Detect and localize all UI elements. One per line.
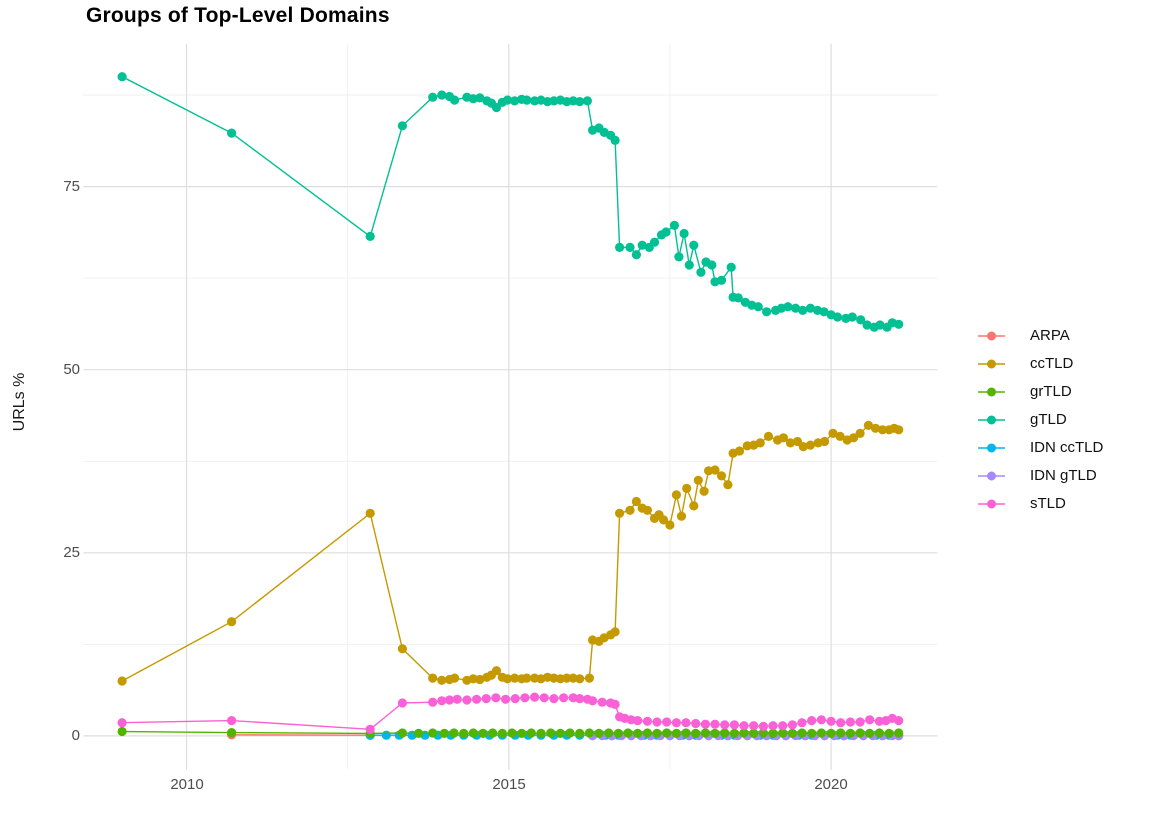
cctld-marker-icon (978, 357, 1005, 369)
y-tick-label-75: 75 (63, 178, 80, 195)
legend-label: IDN gTLD (1030, 466, 1097, 484)
grtld-marker-icon (978, 385, 1005, 397)
legend-item-stld: sTLD (978, 489, 1103, 517)
legend-label: grTLD (1030, 382, 1072, 400)
arpa-marker-icon (978, 329, 1005, 341)
idn-cctld-marker-icon (978, 441, 1005, 453)
x-tick-label-2020: 2020 (814, 776, 848, 793)
stld-marker-icon (978, 497, 1005, 509)
y-axis-label: URLs % (11, 372, 28, 432)
legend-item-arpa: ARPA (978, 321, 1103, 349)
legend-label: ARPA (1030, 326, 1070, 344)
legend-item-idn-gtld: IDN gTLD (978, 461, 1103, 489)
legend-item-cctld: ccTLD (978, 349, 1103, 377)
legend: ARPA ccTLD grTLD gTLD IDN ccTLD IDN gTLD… (978, 321, 1103, 517)
idn-gtld-marker-icon (978, 469, 1005, 481)
legend-label: IDN ccTLD (1030, 438, 1104, 456)
gtld-marker-icon (978, 413, 1005, 425)
legend-item-grtld: grTLD (978, 377, 1103, 405)
legend-label: sTLD (1030, 494, 1066, 512)
x-tick-label-2010: 2010 (170, 776, 204, 793)
chart-title: Groups of Top-Level Domains (86, 4, 390, 27)
y-tick-label-25: 25 (63, 544, 80, 561)
legend-label: gTLD (1030, 410, 1067, 428)
legend-item-gtld: gTLD (978, 405, 1103, 433)
legend-item-idn-cctld: IDN ccTLD (978, 433, 1103, 461)
y-tick-label-50: 50 (63, 361, 80, 378)
y-tick-label-0: 0 (71, 727, 80, 744)
x-tick-label-2015: 2015 (492, 776, 526, 793)
legend-label: ccTLD (1030, 354, 1074, 372)
